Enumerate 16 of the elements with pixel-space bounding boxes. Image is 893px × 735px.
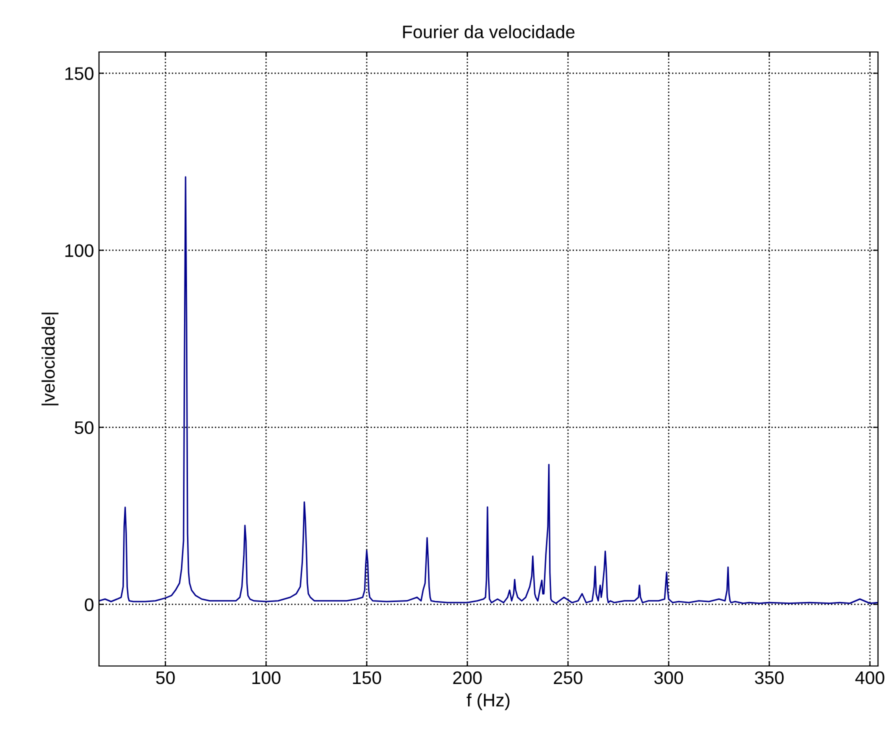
x-tick-label: 300 — [654, 671, 684, 684]
chart-title: Fourier da velocidade — [403, 25, 575, 38]
y-tick-label: 0 — [84, 598, 94, 612]
x-tick-label: 200 — [453, 671, 482, 684]
y-tick-label: 50 — [74, 421, 94, 434]
y-tick-label: 100 — [65, 244, 94, 258]
x-tick-label: 350 — [754, 671, 784, 684]
y-tick-label: 150 — [65, 67, 94, 80]
line-series — [99, 176, 878, 604]
x-tick-label: 50 — [156, 671, 175, 684]
x-axis-title: f (Hz) — [466, 693, 510, 710]
x-tick-label: 250 — [554, 671, 582, 684]
x-tick-label: 150 — [353, 671, 382, 684]
x-tick-label: 400 — [855, 671, 884, 684]
y-axis-title: |velocidade| — [42, 312, 58, 406]
x-tick-label: 100 — [252, 671, 280, 684]
